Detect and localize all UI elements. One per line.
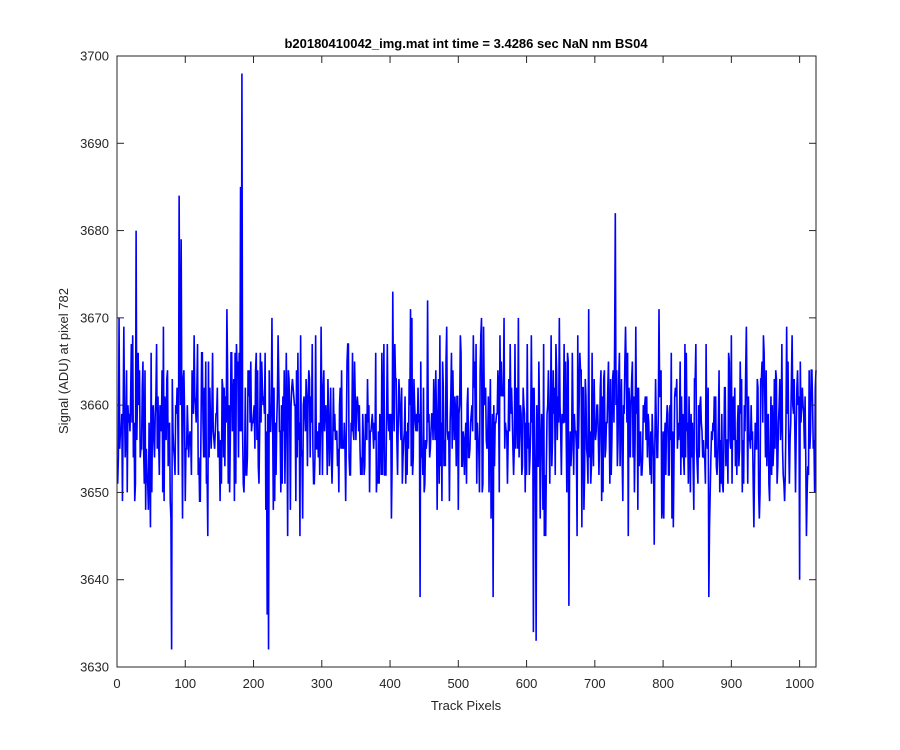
x-tick-label: 900 — [721, 676, 743, 691]
x-tick-label: 600 — [516, 676, 538, 691]
y-tick-label: 3660 — [80, 398, 109, 413]
x-tick-label: 100 — [174, 676, 196, 691]
y-tick-label: 3640 — [80, 572, 109, 587]
y-tick-label: 3680 — [80, 223, 109, 238]
axes-box — [116, 55, 817, 668]
x-tick-label: 300 — [311, 676, 333, 691]
y-tick-label: 3690 — [80, 136, 109, 151]
tick-layer: 0 100 200 300 400 500 600 700 800 900 1000 3630 3640… — [80, 49, 816, 691]
x-tick-label: 0 — [113, 676, 120, 691]
y-tick-label: 3650 — [80, 485, 109, 500]
series-layer — [116, 73, 817, 650]
y-tick-label: 3670 — [80, 310, 109, 325]
y-tick-label: 3700 — [80, 49, 109, 64]
plot-area — [117, 56, 816, 667]
x-tick-label: 400 — [379, 676, 401, 691]
x-tick-label: 200 — [243, 676, 265, 691]
x-tick-label: 700 — [584, 676, 606, 691]
chart-title: b20180410042_img.mat int time = 3.4286 s… — [284, 36, 648, 51]
x-axis-label: Track Pixels — [431, 698, 502, 713]
x-tick-label: 500 — [447, 676, 469, 691]
x-tick-label: 800 — [652, 676, 674, 691]
series-line — [116, 73, 817, 650]
x-tick-label: 1000 — [785, 676, 814, 691]
y-tick-label: 3630 — [80, 660, 109, 675]
y-axis-label: Signal (ADU) at pixel 782 — [56, 288, 71, 434]
